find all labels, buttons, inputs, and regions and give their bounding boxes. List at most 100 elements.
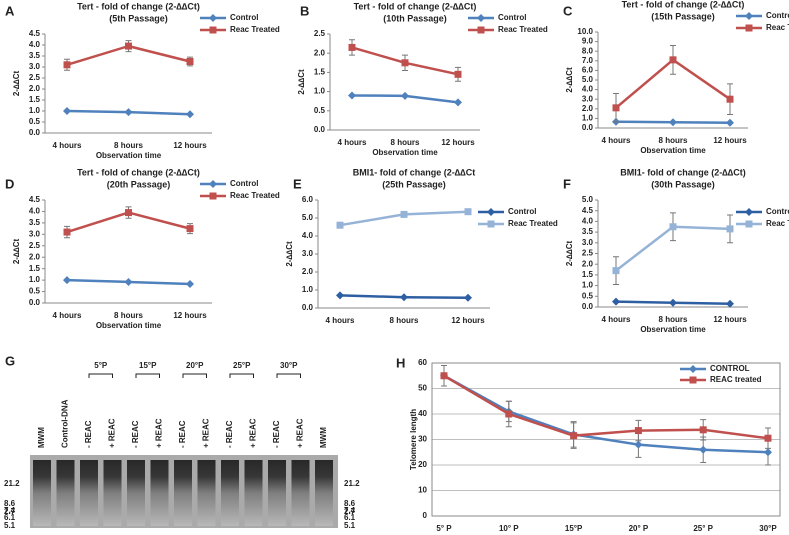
lane-label: - REAC (225, 420, 234, 448)
marker (401, 59, 409, 67)
y-axis-label: 2-∆∆Ct (565, 67, 574, 93)
lane-label: + REAC (108, 418, 117, 448)
x-axis-label: Observation time (640, 325, 706, 334)
marker (454, 98, 462, 107)
x-tick-label: 8 hours (391, 138, 420, 147)
x-tick-label: 8 hours (114, 141, 143, 150)
bracket (276, 373, 301, 378)
legend-label: REAC treated (710, 375, 762, 384)
y-tick-label: 6.0 (302, 195, 314, 204)
panel-letter: A (5, 3, 15, 18)
y-axis-label: 2-∆∆Ct (297, 69, 306, 95)
lane-label: MWM (37, 427, 46, 448)
gel-lane (127, 460, 145, 526)
x-tick-label: 12 hours (713, 136, 747, 145)
marker (186, 280, 194, 289)
marker (726, 225, 734, 233)
lane-label: + REAC (155, 418, 164, 448)
marker (63, 107, 71, 115)
x-tick-label: 8 hours (659, 315, 688, 324)
bracket (229, 373, 254, 378)
panel-letter: H (396, 355, 405, 370)
series-line (443, 374, 769, 454)
x-tick-label: 4 hours (53, 311, 82, 320)
y-tick-label: 10.0 (577, 27, 593, 36)
x-tick-label: 20° P (629, 524, 649, 533)
size-marker-right: 2.7 (344, 507, 356, 516)
legend-label: Reac Treated (498, 25, 548, 34)
x-tick-label: 8 hours (390, 316, 419, 325)
y-tick-label: 0.5 (29, 287, 41, 296)
legend-label: CONTROL (710, 364, 750, 373)
y-tick-label: 2.5 (314, 29, 326, 38)
marker (348, 43, 356, 51)
group-label: 15°P (139, 361, 157, 370)
y-tick-label: 2.0 (29, 252, 41, 261)
marker (669, 118, 677, 127)
x-tick-label: 4 hours (53, 141, 82, 150)
x-tick-label: 12 hours (173, 311, 207, 320)
marker (726, 118, 734, 127)
marker (63, 276, 71, 285)
y-tick-label: 2.0 (302, 267, 314, 276)
marker (505, 410, 513, 418)
marker (612, 267, 620, 275)
marker (186, 58, 194, 65)
marker (464, 293, 472, 302)
gel-lane (33, 460, 51, 526)
y-tick-label: 0.5 (582, 291, 594, 300)
marker (400, 210, 408, 218)
marker (570, 432, 578, 440)
y-tick-label: 0.5 (29, 117, 41, 126)
marker (440, 372, 448, 380)
y-tick-label: 4.0 (29, 207, 41, 216)
marker (209, 192, 217, 200)
marker (400, 293, 408, 302)
y-tick-label: 8.0 (582, 46, 594, 55)
y-tick-label: 9.0 (582, 37, 594, 46)
marker (745, 220, 753, 228)
gel-lane (268, 460, 286, 526)
marker (348, 91, 356, 100)
y-tick-label: 2.5 (582, 249, 594, 258)
x-axis-label: Observation time (96, 151, 162, 160)
legend-label: Reac Treated (230, 25, 280, 34)
gel-lane (315, 460, 333, 526)
legend-label: Control (498, 13, 526, 22)
legend-label: Control (230, 179, 258, 188)
y-tick-label: 0.0 (582, 123, 594, 132)
x-tick-label: 5° P (436, 524, 452, 533)
marker (125, 209, 132, 217)
y-tick-label: 2.0 (582, 104, 594, 113)
x-tick-label: 12 hours (441, 138, 475, 147)
x-tick-label: 8 hours (659, 136, 688, 145)
y-tick-label: 4.0 (582, 85, 594, 94)
x-axis-label: Observation time (96, 321, 162, 330)
y-tick-label: 30 (418, 435, 427, 444)
y-axis-label: 2-∆∆Ct (12, 238, 21, 264)
y-tick-label: 6.0 (582, 66, 594, 75)
lane-label: - REAC (131, 420, 140, 448)
gel-lane (244, 460, 263, 526)
chart-title: Tert - fold of change (2-∆∆Ct) (77, 167, 200, 177)
size-marker-right: 8.6 (344, 499, 356, 508)
marker (634, 440, 643, 449)
x-tick-label: 30°P (759, 524, 777, 533)
marker (612, 104, 620, 112)
y-tick-label: 4.5 (582, 206, 594, 215)
y-tick-label: 20 (418, 460, 427, 469)
size-marker-right: 21.2 (344, 479, 360, 488)
y-tick-label: 1.0 (582, 281, 594, 290)
y-tick-label: 0.0 (29, 128, 41, 137)
gel-lane (103, 460, 122, 526)
marker (689, 376, 697, 384)
panel-letter: F (563, 176, 571, 191)
x-axis-label: Observation time (640, 146, 706, 155)
y-axis-label: 2-∆∆Ct (565, 240, 574, 266)
gel-lane (80, 460, 98, 526)
y-tick-label: 0.0 (582, 302, 594, 311)
y-tick-label: 2.0 (314, 48, 326, 57)
group-label: 25°P (233, 361, 251, 370)
x-tick-label: 4 hours (602, 315, 631, 324)
